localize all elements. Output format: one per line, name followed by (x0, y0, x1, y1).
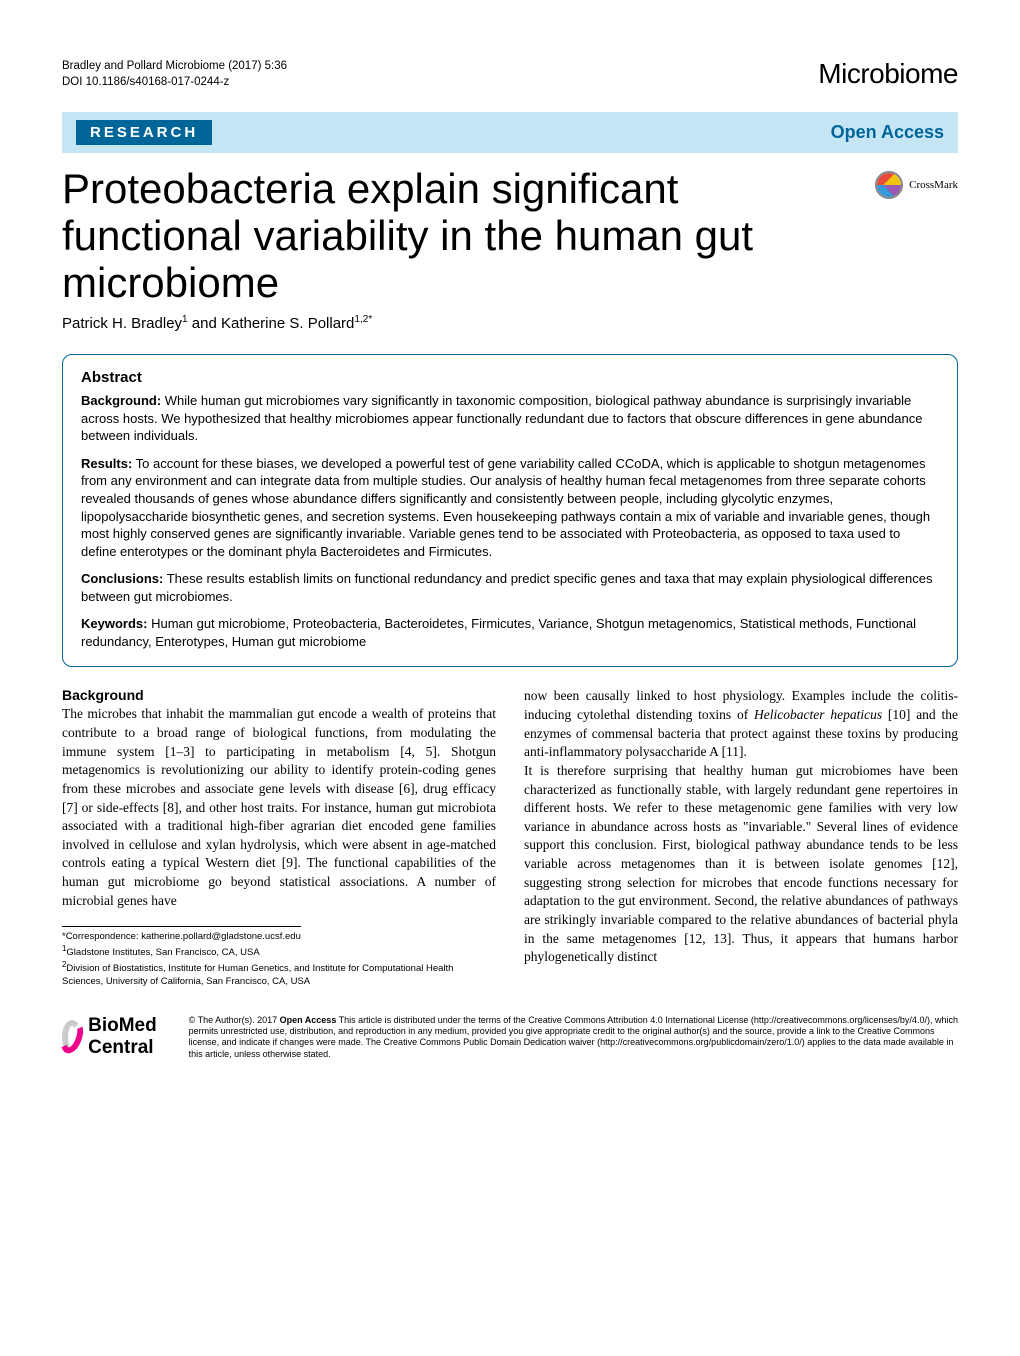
crossmark-icon (875, 171, 903, 199)
abstract-background: Background: While human gut microbiomes … (81, 392, 939, 445)
right-column: now been causally linked to host physiol… (524, 687, 958, 988)
doi-line: DOI 10.1186/s40168-017-0244-z (62, 74, 287, 90)
body-right-p1: now been causally linked to host physiol… (524, 687, 958, 762)
biomed-central-logo: BioMed Central (62, 1015, 171, 1059)
research-badge: RESEARCH (76, 120, 212, 145)
article-title: Proteobacteria explain significant funct… (62, 165, 855, 306)
open-access-label: Open Access (831, 122, 944, 143)
body-columns: Background The microbes that inhabit the… (62, 687, 958, 988)
abstract-conclusions: Conclusions: These results establish lim… (81, 570, 939, 605)
affiliation-2: 2Division of Biostatistics, Institute fo… (62, 960, 496, 989)
body-left-p1: The microbes that inhabit the mammalian … (62, 705, 496, 910)
license-text: © The Author(s). 2017 Open Access This a… (189, 1015, 958, 1060)
abstract-results: Results: To account for these biases, we… (81, 455, 939, 560)
abstract-box: Abstract Background: While human gut mic… (62, 354, 958, 667)
correspondence-block: *Correspondence: katherine.pollard@glads… (62, 931, 496, 989)
authors-line: Patrick H. Bradley1 and Katherine S. Pol… (62, 314, 958, 332)
section-banner: RESEARCH Open Access (62, 112, 958, 153)
running-header: Bradley and Pollard Microbiome (2017) 5:… (62, 58, 287, 90)
bmc-text: BioMed Central (88, 1015, 170, 1059)
body-right-p2: It is therefore surprising that healthy … (524, 762, 958, 967)
affiliation-1: 1Gladstone Institutes, San Francisco, CA… (62, 944, 496, 960)
crossmark-badge[interactable]: CrossMark (875, 171, 958, 199)
footnote-rule (62, 926, 301, 927)
abstract-keywords: Keywords: Human gut microbiome, Proteoba… (81, 615, 939, 650)
crossmark-label: CrossMark (909, 179, 958, 191)
left-column: Background The microbes that inhabit the… (62, 687, 496, 988)
bmc-mark-icon (62, 1020, 82, 1054)
citation-line: Bradley and Pollard Microbiome (2017) 5:… (62, 58, 287, 74)
background-heading: Background (62, 687, 496, 703)
footer: BioMed Central © The Author(s). 2017 Ope… (62, 1015, 958, 1060)
journal-logo: Microbiome (818, 58, 958, 90)
abstract-heading: Abstract (81, 369, 939, 386)
correspondence-email: *Correspondence: katherine.pollard@glads… (62, 931, 496, 944)
